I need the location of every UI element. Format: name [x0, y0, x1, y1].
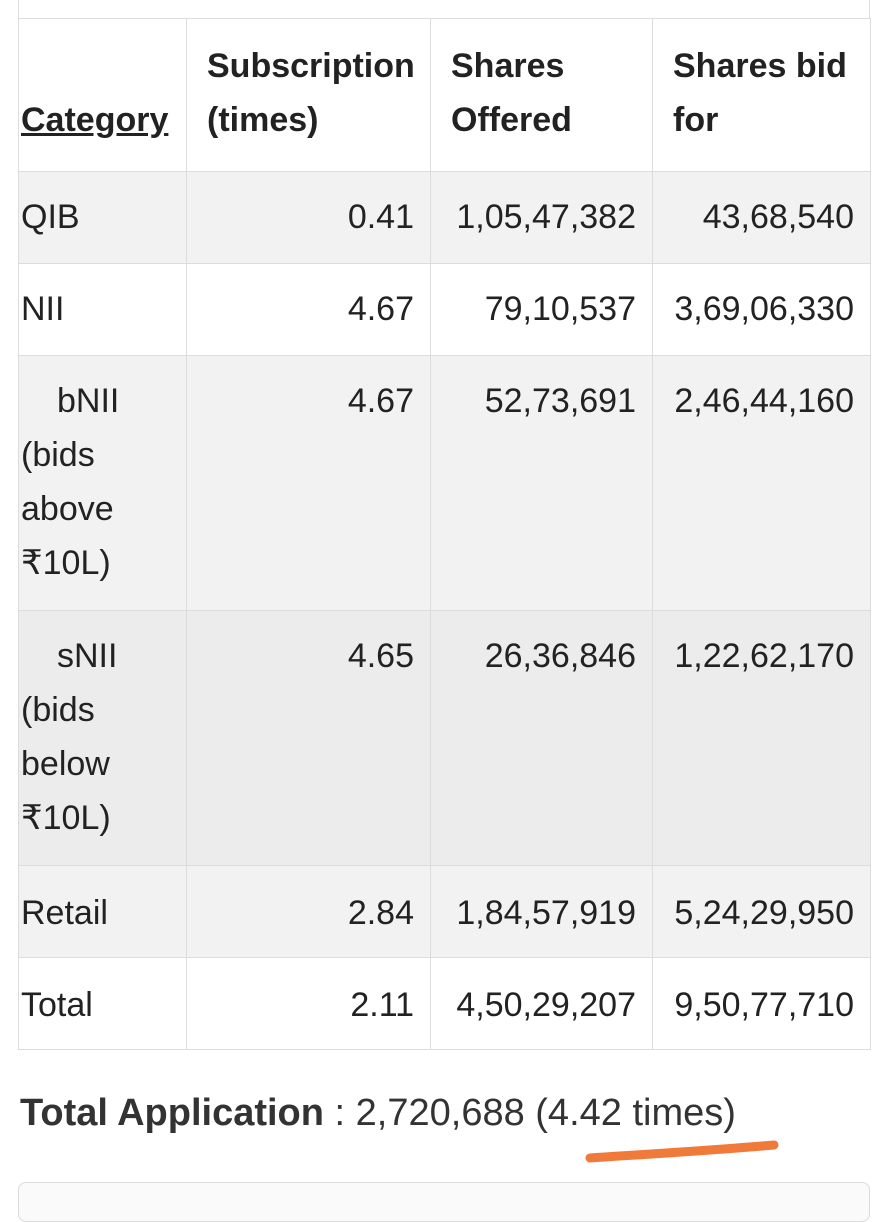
shares-offered-cell: 4,50,29,207: [431, 958, 653, 1050]
subscription-cell: 2.84: [187, 866, 431, 958]
category-cell: QIB: [19, 172, 187, 264]
category-detail: (bids above ₹10L): [21, 436, 114, 582]
category-cell: bNII (bids above ₹10L): [19, 356, 187, 611]
shares-offered-cell: 79,10,537: [431, 264, 653, 356]
shares-bid-cell: 5,24,29,950: [653, 866, 871, 958]
shares-bid-cell: 2,46,44,160: [653, 356, 871, 611]
subscription-cell: 4.67: [187, 356, 431, 611]
shares-bid-cell: 9,50,77,710: [653, 958, 871, 1050]
total-application-label: Total Application: [20, 1092, 324, 1134]
highlight-underline-stroke: [590, 1145, 774, 1158]
table-row: NII 4.67 79,10,537 3,69,06,330: [19, 264, 871, 356]
shares-bid-cell: 43,68,540: [653, 172, 871, 264]
table-row: Retail 2.84 1,84,57,919 5,24,29,950: [19, 866, 871, 958]
highlight-underline-mark: [584, 1138, 780, 1168]
shares-bid-cell: 3,69,06,330: [653, 264, 871, 356]
subscription-table: Category Subscription (times) Shares Off…: [18, 18, 871, 1050]
category-cell: Total: [19, 958, 187, 1050]
next-section-box: [18, 1182, 870, 1222]
table-row: bNII (bids above ₹10L) 4.67 52,73,691 2,4…: [19, 356, 871, 611]
category-name: bNII: [21, 382, 119, 420]
column-header-shares-offered: Shares Offered: [431, 19, 653, 172]
category-sort-link[interactable]: Category: [21, 101, 168, 139]
category-cell: sNII (bids below ₹10L): [19, 611, 187, 866]
shares-offered-cell: 26,36,846: [431, 611, 653, 866]
column-header-shares-bid: Shares bid for: [653, 19, 871, 172]
category-name: sNII: [21, 637, 117, 675]
column-header-category[interactable]: Category: [19, 19, 187, 172]
shares-bid-cell: 1,22,62,170: [653, 611, 871, 866]
shares-offered-cell: 1,84,57,919: [431, 866, 653, 958]
category-cell: Retail: [19, 866, 187, 958]
category-cell: NII: [19, 264, 187, 356]
table-header-row: Category Subscription (times) Shares Off…: [19, 19, 871, 172]
total-application-line: Total Application : 2,720,688 (4.42 time…: [20, 1086, 736, 1140]
table-row: sNII (bids below ₹10L) 4.65 26,36,846 1,2…: [19, 611, 871, 866]
table-row: QIB 0.41 1,05,47,382 43,68,540: [19, 172, 871, 264]
total-application-value: 2,720,688 (4.42 times): [356, 1092, 736, 1134]
table-row: Total 2.11 4,50,29,207 9,50,77,710: [19, 958, 871, 1050]
subscription-cell: 4.67: [187, 264, 431, 356]
subscription-cell: 2.11: [187, 958, 431, 1050]
table-top-edge: [18, 0, 870, 18]
shares-offered-cell: 1,05,47,382: [431, 172, 653, 264]
subscription-cell: 0.41: [187, 172, 431, 264]
total-application-separator: :: [324, 1092, 356, 1134]
subscription-cell: 4.65: [187, 611, 431, 866]
category-detail: (bids below ₹10L): [21, 691, 111, 837]
column-header-subscription: Subscription (times): [187, 19, 431, 172]
shares-offered-cell: 52,73,691: [431, 356, 653, 611]
